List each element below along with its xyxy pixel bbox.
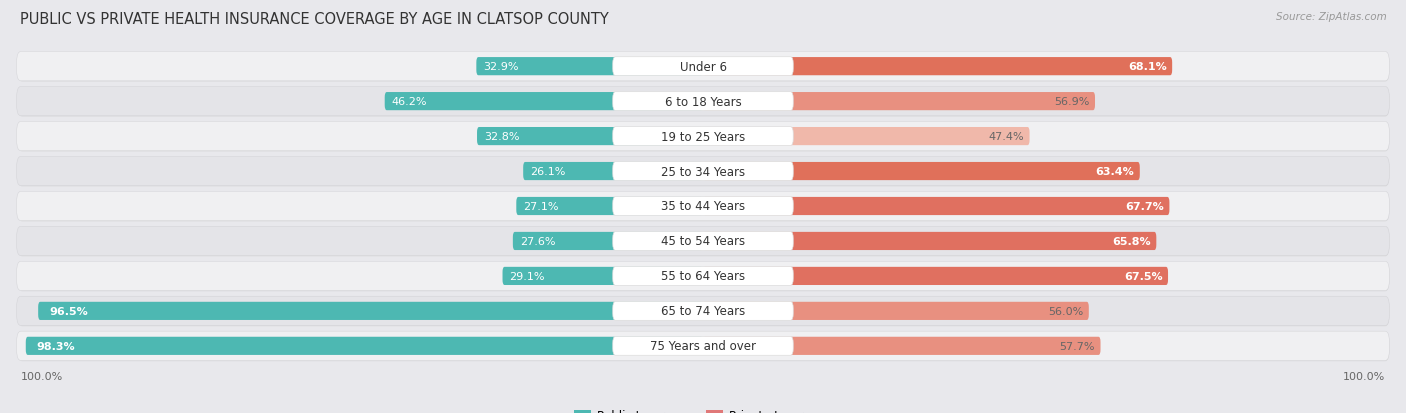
FancyBboxPatch shape [18,332,1389,361]
FancyBboxPatch shape [703,197,1170,216]
Text: 25 to 34 Years: 25 to 34 Years [661,165,745,178]
FancyBboxPatch shape [477,58,703,76]
FancyBboxPatch shape [17,87,1389,116]
FancyBboxPatch shape [17,192,1389,221]
FancyBboxPatch shape [703,93,1095,111]
Text: Under 6: Under 6 [679,61,727,74]
Legend: Public Insurance, Private Insurance: Public Insurance, Private Insurance [569,404,837,413]
Text: 6 to 18 Years: 6 to 18 Years [665,95,741,108]
FancyBboxPatch shape [613,127,793,146]
FancyBboxPatch shape [18,123,1389,152]
FancyBboxPatch shape [613,197,793,216]
Text: 63.4%: 63.4% [1095,166,1135,177]
FancyBboxPatch shape [17,297,1389,326]
FancyBboxPatch shape [613,302,793,320]
Text: 67.7%: 67.7% [1125,202,1164,211]
Text: 47.4%: 47.4% [988,132,1024,142]
FancyBboxPatch shape [703,128,1029,146]
FancyBboxPatch shape [513,232,703,250]
FancyBboxPatch shape [703,267,1168,285]
Text: 96.5%: 96.5% [49,306,89,316]
Text: 32.8%: 32.8% [484,132,519,142]
FancyBboxPatch shape [477,128,703,146]
FancyBboxPatch shape [703,58,1173,76]
Text: 67.5%: 67.5% [1123,271,1163,281]
Text: 98.3%: 98.3% [37,341,76,351]
FancyBboxPatch shape [18,53,1389,82]
FancyBboxPatch shape [703,232,1156,250]
FancyBboxPatch shape [613,162,793,181]
FancyBboxPatch shape [613,57,793,76]
FancyBboxPatch shape [703,163,1140,181]
FancyBboxPatch shape [18,88,1389,117]
FancyBboxPatch shape [18,192,1389,222]
FancyBboxPatch shape [38,302,703,320]
Text: 100.0%: 100.0% [1343,371,1385,381]
FancyBboxPatch shape [613,267,793,286]
FancyBboxPatch shape [613,232,793,251]
FancyBboxPatch shape [17,122,1389,152]
Text: 46.2%: 46.2% [392,97,427,107]
FancyBboxPatch shape [385,93,703,111]
FancyBboxPatch shape [17,157,1389,186]
Text: 32.9%: 32.9% [484,62,519,72]
FancyBboxPatch shape [18,228,1389,257]
Text: 68.1%: 68.1% [1128,62,1167,72]
FancyBboxPatch shape [523,163,703,181]
Text: Source: ZipAtlas.com: Source: ZipAtlas.com [1275,12,1386,22]
Text: 57.7%: 57.7% [1060,341,1095,351]
FancyBboxPatch shape [613,93,793,111]
Text: 75 Years and over: 75 Years and over [650,339,756,352]
Text: 56.0%: 56.0% [1047,306,1083,316]
Text: 29.1%: 29.1% [509,271,546,281]
Text: 27.6%: 27.6% [520,236,555,247]
FancyBboxPatch shape [703,302,1088,320]
Text: 27.1%: 27.1% [523,202,558,211]
Text: 65 to 74 Years: 65 to 74 Years [661,305,745,318]
FancyBboxPatch shape [502,267,703,285]
FancyBboxPatch shape [613,337,793,356]
FancyBboxPatch shape [17,331,1389,361]
FancyBboxPatch shape [25,337,703,355]
FancyBboxPatch shape [703,337,1101,355]
Text: 45 to 54 Years: 45 to 54 Years [661,235,745,248]
Text: 100.0%: 100.0% [21,371,63,381]
FancyBboxPatch shape [516,197,703,216]
Text: 65.8%: 65.8% [1112,236,1152,247]
FancyBboxPatch shape [17,52,1389,82]
FancyBboxPatch shape [17,261,1389,291]
FancyBboxPatch shape [18,262,1389,292]
FancyBboxPatch shape [18,297,1389,326]
Text: PUBLIC VS PRIVATE HEALTH INSURANCE COVERAGE BY AGE IN CLATSOP COUNTY: PUBLIC VS PRIVATE HEALTH INSURANCE COVER… [20,12,609,27]
FancyBboxPatch shape [17,227,1389,256]
Text: 35 to 44 Years: 35 to 44 Years [661,200,745,213]
Text: 55 to 64 Years: 55 to 64 Years [661,270,745,283]
FancyBboxPatch shape [18,158,1389,187]
Text: 56.9%: 56.9% [1054,97,1090,107]
Text: 26.1%: 26.1% [530,166,565,177]
Text: 19 to 25 Years: 19 to 25 Years [661,130,745,143]
